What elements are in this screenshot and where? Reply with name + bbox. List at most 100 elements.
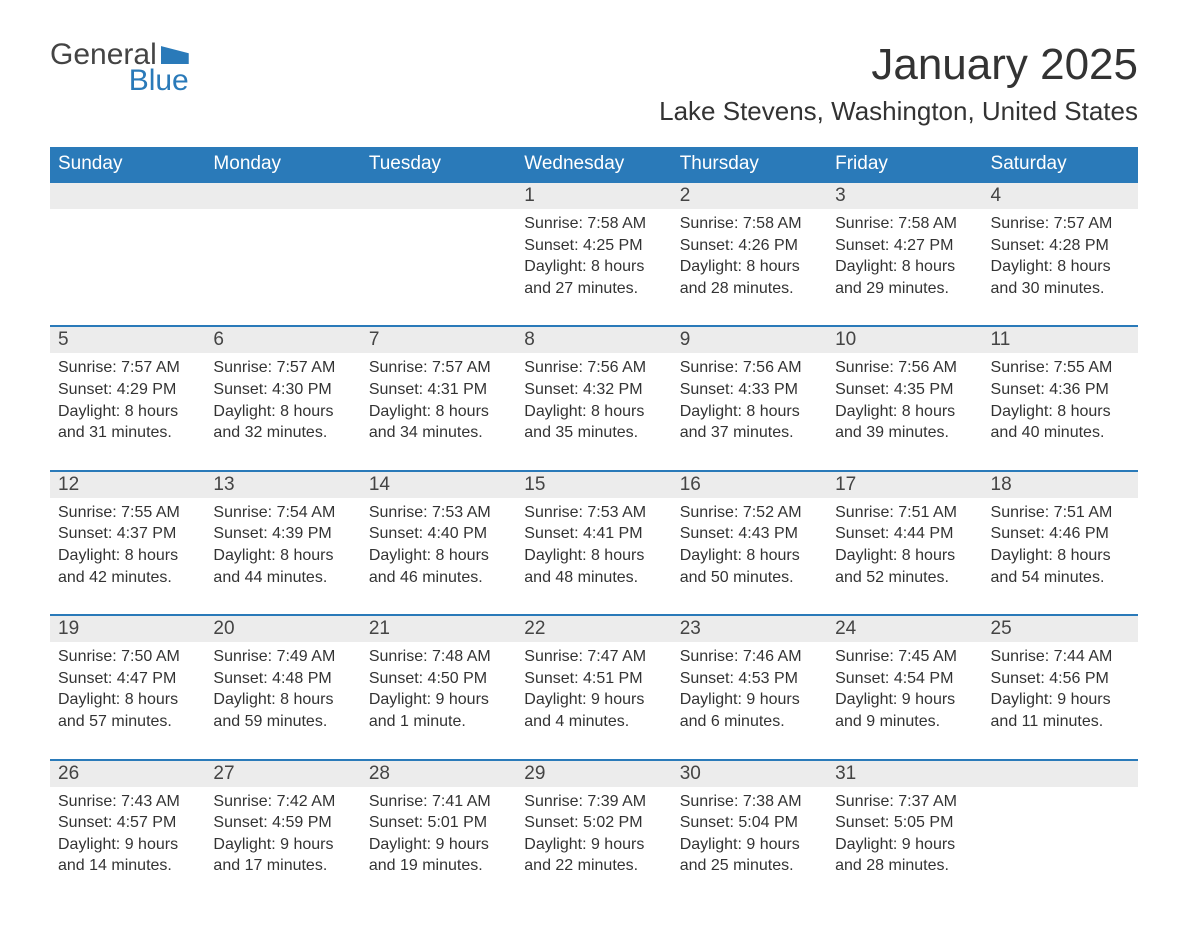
day-detail-line: Sunrise: 7:57 AM — [58, 357, 197, 379]
calendar-day-cell: 11Sunrise: 7:55 AMSunset: 4:36 PMDayligh… — [983, 326, 1138, 470]
day-detail-line: Sunrise: 7:57 AM — [369, 357, 508, 379]
day-detail-line: Sunset: 4:44 PM — [835, 523, 974, 545]
day-detail-line: Sunrise: 7:47 AM — [524, 646, 663, 668]
day-detail-line: Daylight: 8 hours — [835, 545, 974, 567]
day-details: Sunrise: 7:57 AMSunset: 4:30 PMDaylight:… — [205, 353, 360, 469]
day-number: 6 — [205, 327, 360, 353]
day-detail-line: Sunset: 4:27 PM — [835, 235, 974, 257]
day-detail-line: Sunrise: 7:51 AM — [991, 502, 1130, 524]
day-detail-line: and 29 minutes. — [835, 278, 974, 300]
day-details: Sunrise: 7:52 AMSunset: 4:43 PMDaylight:… — [672, 498, 827, 614]
day-detail-line: Sunset: 4:32 PM — [524, 379, 663, 401]
day-detail-line: Sunrise: 7:57 AM — [991, 213, 1130, 235]
day-detail-line: Sunrise: 7:45 AM — [835, 646, 974, 668]
day-detail-line: and 4 minutes. — [524, 711, 663, 733]
day-details: Sunrise: 7:44 AMSunset: 4:56 PMDaylight:… — [983, 642, 1138, 758]
day-detail-line: Sunset: 4:51 PM — [524, 668, 663, 690]
day-number: 13 — [205, 472, 360, 498]
calendar-week-row: 12Sunrise: 7:55 AMSunset: 4:37 PMDayligh… — [50, 471, 1138, 615]
day-detail-line: Daylight: 8 hours — [369, 545, 508, 567]
day-detail-line: Sunset: 4:54 PM — [835, 668, 974, 690]
calendar-day-cell — [205, 182, 360, 326]
day-details: Sunrise: 7:58 AMSunset: 4:25 PMDaylight:… — [516, 209, 671, 325]
day-number: 28 — [361, 761, 516, 787]
day-number: 25 — [983, 616, 1138, 642]
day-details: Sunrise: 7:47 AMSunset: 4:51 PMDaylight:… — [516, 642, 671, 758]
calendar-day-cell: 15Sunrise: 7:53 AMSunset: 4:41 PMDayligh… — [516, 471, 671, 615]
day-detail-line: and 59 minutes. — [213, 711, 352, 733]
calendar-day-cell: 26Sunrise: 7:43 AMSunset: 4:57 PMDayligh… — [50, 760, 205, 903]
day-detail-line: Daylight: 9 hours — [213, 834, 352, 856]
calendar-day-cell: 23Sunrise: 7:46 AMSunset: 4:53 PMDayligh… — [672, 615, 827, 759]
day-details: Sunrise: 7:51 AMSunset: 4:46 PMDaylight:… — [983, 498, 1138, 614]
logo-word2: Blue — [50, 66, 189, 96]
day-number: 17 — [827, 472, 982, 498]
day-detail-line: Sunrise: 7:58 AM — [835, 213, 974, 235]
day-detail-line: Daylight: 8 hours — [58, 689, 197, 711]
weekday-header: Saturday — [983, 147, 1138, 182]
day-detail-line: Sunset: 4:46 PM — [991, 523, 1130, 545]
day-detail-line: Daylight: 8 hours — [680, 256, 819, 278]
day-detail-line: and 30 minutes. — [991, 278, 1130, 300]
day-detail-line: Sunset: 4:50 PM — [369, 668, 508, 690]
day-detail-line: Sunrise: 7:38 AM — [680, 791, 819, 813]
weekday-header: Thursday — [672, 147, 827, 182]
day-number: 23 — [672, 616, 827, 642]
calendar-week-row: 1Sunrise: 7:58 AMSunset: 4:25 PMDaylight… — [50, 182, 1138, 326]
day-detail-line: Sunset: 4:57 PM — [58, 812, 197, 834]
day-detail-line: Sunrise: 7:58 AM — [524, 213, 663, 235]
day-detail-line: and 42 minutes. — [58, 567, 197, 589]
day-details: Sunrise: 7:55 AMSunset: 4:36 PMDaylight:… — [983, 353, 1138, 469]
day-number: 14 — [361, 472, 516, 498]
calendar-day-cell: 10Sunrise: 7:56 AMSunset: 4:35 PMDayligh… — [827, 326, 982, 470]
day-detail-line: Sunset: 4:29 PM — [58, 379, 197, 401]
day-detail-line: Sunrise: 7:56 AM — [835, 357, 974, 379]
calendar-day-cell: 16Sunrise: 7:52 AMSunset: 4:43 PMDayligh… — [672, 471, 827, 615]
day-detail-line: Sunrise: 7:55 AM — [991, 357, 1130, 379]
day-details: Sunrise: 7:50 AMSunset: 4:47 PMDaylight:… — [50, 642, 205, 758]
day-detail-line: Sunrise: 7:41 AM — [369, 791, 508, 813]
day-detail-line: Sunset: 5:05 PM — [835, 812, 974, 834]
day-detail-line: and 35 minutes. — [524, 422, 663, 444]
day-detail-line: Daylight: 9 hours — [369, 689, 508, 711]
calendar-day-cell: 27Sunrise: 7:42 AMSunset: 4:59 PMDayligh… — [205, 760, 360, 903]
day-details: Sunrise: 7:54 AMSunset: 4:39 PMDaylight:… — [205, 498, 360, 614]
day-detail-line: Sunset: 4:36 PM — [991, 379, 1130, 401]
day-detail-line: Sunset: 4:40 PM — [369, 523, 508, 545]
day-details: Sunrise: 7:49 AMSunset: 4:48 PMDaylight:… — [205, 642, 360, 758]
day-number: 31 — [827, 761, 982, 787]
day-details: Sunrise: 7:55 AMSunset: 4:37 PMDaylight:… — [50, 498, 205, 614]
day-number — [50, 183, 205, 209]
day-detail-line: Sunset: 4:39 PM — [213, 523, 352, 545]
day-number — [983, 761, 1138, 787]
calendar-day-cell: 18Sunrise: 7:51 AMSunset: 4:46 PMDayligh… — [983, 471, 1138, 615]
calendar-day-cell: 12Sunrise: 7:55 AMSunset: 4:37 PMDayligh… — [50, 471, 205, 615]
calendar-week-row: 19Sunrise: 7:50 AMSunset: 4:47 PMDayligh… — [50, 615, 1138, 759]
day-detail-line: and 25 minutes. — [680, 855, 819, 877]
weekday-header: Friday — [827, 147, 982, 182]
calendar-day-cell: 9Sunrise: 7:56 AMSunset: 4:33 PMDaylight… — [672, 326, 827, 470]
day-detail-line: Daylight: 8 hours — [213, 545, 352, 567]
day-details: Sunrise: 7:57 AMSunset: 4:29 PMDaylight:… — [50, 353, 205, 469]
day-detail-line: Daylight: 9 hours — [680, 689, 819, 711]
calendar-day-cell: 28Sunrise: 7:41 AMSunset: 5:01 PMDayligh… — [361, 760, 516, 903]
day-number: 30 — [672, 761, 827, 787]
day-detail-line: and 28 minutes. — [680, 278, 819, 300]
day-details: Sunrise: 7:58 AMSunset: 4:26 PMDaylight:… — [672, 209, 827, 325]
calendar-day-cell: 7Sunrise: 7:57 AMSunset: 4:31 PMDaylight… — [361, 326, 516, 470]
day-detail-line: Daylight: 8 hours — [835, 401, 974, 423]
day-detail-line: and 44 minutes. — [213, 567, 352, 589]
day-number: 5 — [50, 327, 205, 353]
day-number: 20 — [205, 616, 360, 642]
day-detail-line: Sunrise: 7:58 AM — [680, 213, 819, 235]
weekday-header: Monday — [205, 147, 360, 182]
day-details: Sunrise: 7:56 AMSunset: 4:32 PMDaylight:… — [516, 353, 671, 469]
day-detail-line: Sunrise: 7:54 AM — [213, 502, 352, 524]
day-detail-line: Daylight: 8 hours — [991, 401, 1130, 423]
day-detail-line: Sunrise: 7:48 AM — [369, 646, 508, 668]
calendar-day-cell: 20Sunrise: 7:49 AMSunset: 4:48 PMDayligh… — [205, 615, 360, 759]
calendar-day-cell — [50, 182, 205, 326]
calendar-day-cell: 5Sunrise: 7:57 AMSunset: 4:29 PMDaylight… — [50, 326, 205, 470]
calendar-day-cell: 25Sunrise: 7:44 AMSunset: 4:56 PMDayligh… — [983, 615, 1138, 759]
day-detail-line: and 19 minutes. — [369, 855, 508, 877]
